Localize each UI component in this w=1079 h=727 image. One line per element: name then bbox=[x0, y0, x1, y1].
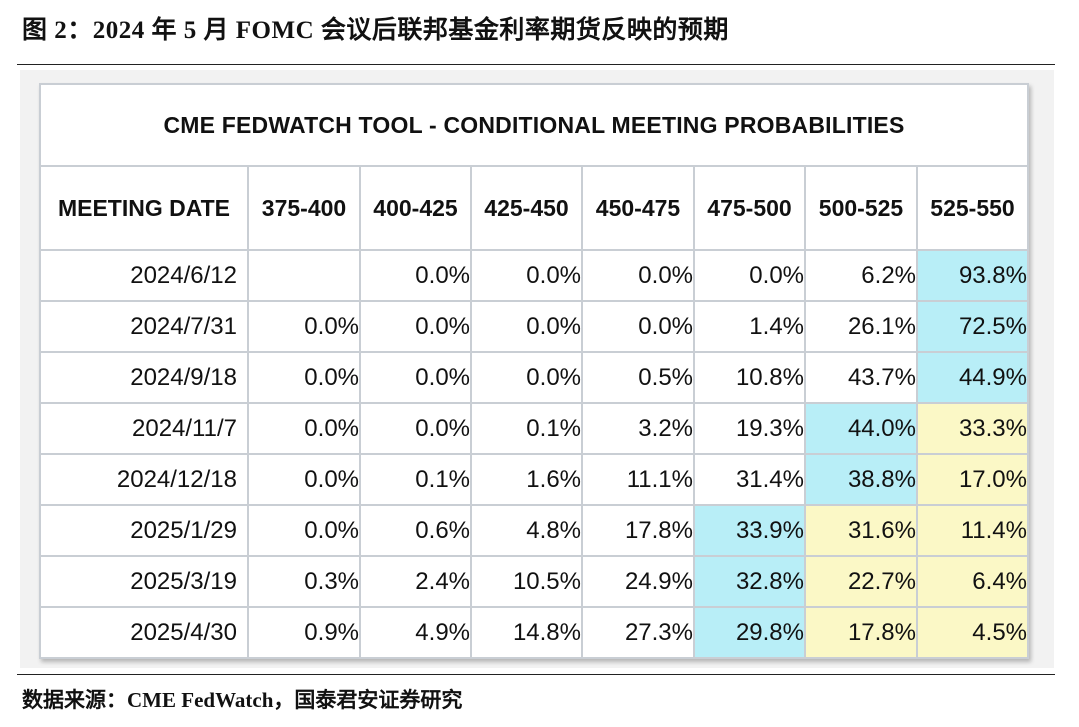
probability-cell: 31.4% bbox=[693, 453, 806, 506]
probability-cell: 0.0% bbox=[359, 402, 472, 455]
table-title-row: CME FEDWATCH TOOL - CONDITIONAL MEETING … bbox=[39, 83, 1029, 167]
probability-cell: 11.4% bbox=[916, 504, 1029, 557]
probability-cell: 27.3% bbox=[581, 606, 695, 659]
probability-cell: 0.0% bbox=[359, 351, 472, 404]
probability-cell: 2.4% bbox=[359, 555, 472, 608]
meeting-date-cell: 2024/9/18 bbox=[39, 351, 249, 404]
probability-cell: 93.8% bbox=[916, 249, 1029, 302]
probability-cell: 0.0% bbox=[247, 300, 361, 353]
header-meeting-date: MEETING DATE bbox=[39, 165, 249, 251]
probability-cell: 0.5% bbox=[581, 351, 695, 404]
table-title: CME FEDWATCH TOOL - CONDITIONAL MEETING … bbox=[39, 83, 1029, 167]
meeting-date-cell: 2024/11/7 bbox=[39, 402, 249, 455]
source-note: 数据来源：CME FedWatch，国泰君安证券研究 bbox=[22, 688, 463, 712]
probability-cell: 17.0% bbox=[916, 453, 1029, 506]
probability-cell: 19.3% bbox=[693, 402, 806, 455]
probability-cell: 3.2% bbox=[581, 402, 695, 455]
probability-cell: 0.0% bbox=[581, 300, 695, 353]
probability-cell: 22.7% bbox=[804, 555, 918, 608]
probability-cell: 4.8% bbox=[470, 504, 583, 557]
top-rule bbox=[17, 64, 1055, 65]
probability-cell: 0.0% bbox=[247, 504, 361, 557]
probability-cell: 11.1% bbox=[581, 453, 695, 506]
probability-cell: 10.5% bbox=[470, 555, 583, 608]
probability-cell: 0.0% bbox=[247, 453, 361, 506]
table-row: 2024/6/12 0.0% 0.0% 0.0% 0.0% 6.2% 93.8% bbox=[39, 249, 1029, 302]
table-row: 2024/7/31 0.0% 0.0% 0.0% 0.0% 1.4% 26.1% 72.5% bbox=[39, 300, 1029, 353]
probability-cell: 32.8% bbox=[693, 555, 806, 608]
probability-cell: 38.8% bbox=[804, 453, 918, 506]
meeting-date-cell: 2024/7/31 bbox=[39, 300, 249, 353]
table-row: 2024/11/7 0.0% 0.0% 0.1% 3.2% 19.3% 44.0% 33.3% bbox=[39, 402, 1029, 455]
table-row: 2024/12/18 0.0% 0.1% 1.6% 11.1% 31.4% 38.8% 17.… bbox=[39, 453, 1029, 506]
probability-cell bbox=[247, 249, 361, 302]
header-rate-range: 425-450 bbox=[470, 165, 583, 251]
probability-cell: 0.0% bbox=[247, 351, 361, 404]
probability-cell: 17.8% bbox=[581, 504, 695, 557]
header-row: MEETING DATE 375-400 400-425 425-450 450… bbox=[39, 165, 1029, 251]
probability-cell: 6.2% bbox=[804, 249, 918, 302]
probability-cell: 31.6% bbox=[804, 504, 918, 557]
probability-cell: 44.9% bbox=[916, 351, 1029, 404]
header-rate-range: 375-400 bbox=[247, 165, 361, 251]
meeting-date-cell: 2025/4/30 bbox=[39, 606, 249, 659]
probability-cell: 0.1% bbox=[470, 402, 583, 455]
header-rate-range: 400-425 bbox=[359, 165, 472, 251]
probability-cell: 0.0% bbox=[247, 402, 361, 455]
header-rate-range: 525-550 bbox=[916, 165, 1029, 251]
table-row: 2024/9/18 0.0% 0.0% 0.0% 0.5% 10.8% 43.7% 44.9% bbox=[39, 351, 1029, 404]
probability-table: CME FEDWATCH TOOL - CONDITIONAL MEETING … bbox=[39, 83, 1029, 659]
probability-cell: 1.6% bbox=[470, 453, 583, 506]
table-row: 2025/4/30 0.9% 4.9% 14.8% 27.3% 29.8% 17.8% 4.5… bbox=[39, 606, 1029, 659]
bottom-rule bbox=[17, 674, 1055, 675]
probability-cell: 0.3% bbox=[247, 555, 361, 608]
probability-cell: 0.0% bbox=[359, 300, 472, 353]
probability-cell: 14.8% bbox=[470, 606, 583, 659]
probability-cell: 33.3% bbox=[916, 402, 1029, 455]
probability-cell: 4.5% bbox=[916, 606, 1029, 659]
header-rate-range: 500-525 bbox=[804, 165, 918, 251]
table-row: 2025/1/29 0.0% 0.6% 4.8% 17.8% 33.9% 31.6% 11.4… bbox=[39, 504, 1029, 557]
probability-cell: 17.8% bbox=[804, 606, 918, 659]
probability-cell: 33.9% bbox=[693, 504, 806, 557]
probability-cell: 72.5% bbox=[916, 300, 1029, 353]
probability-cell: 0.0% bbox=[693, 249, 806, 302]
meeting-date-cell: 2025/1/29 bbox=[39, 504, 249, 557]
figure-title: 图 2：2024 年 5 月 FOMC 会议后联邦基金利率期货反映的预期 bbox=[22, 17, 729, 44]
probability-cell: 0.9% bbox=[247, 606, 361, 659]
probability-cell: 6.4% bbox=[916, 555, 1029, 608]
meeting-date-cell: 2025/3/19 bbox=[39, 555, 249, 608]
probability-cell: 0.0% bbox=[470, 300, 583, 353]
probability-cell: 29.8% bbox=[693, 606, 806, 659]
probability-cell: 1.4% bbox=[693, 300, 806, 353]
probability-cell: 4.9% bbox=[359, 606, 472, 659]
probability-cell: 26.1% bbox=[804, 300, 918, 353]
probability-cell: 10.8% bbox=[693, 351, 806, 404]
probability-cell: 24.9% bbox=[581, 555, 695, 608]
probability-cell: 0.0% bbox=[470, 351, 583, 404]
probability-cell: 0.0% bbox=[359, 249, 472, 302]
header-rate-range: 475-500 bbox=[693, 165, 806, 251]
probability-cell: 44.0% bbox=[804, 402, 918, 455]
meeting-date-cell: 2024/6/12 bbox=[39, 249, 249, 302]
probability-cell: 0.6% bbox=[359, 504, 472, 557]
meeting-date-cell: 2024/12/18 bbox=[39, 453, 249, 506]
probability-cell: 43.7% bbox=[804, 351, 918, 404]
probability-cell: 0.1% bbox=[359, 453, 472, 506]
header-rate-range: 450-475 bbox=[581, 165, 695, 251]
probability-cell: 0.0% bbox=[470, 249, 583, 302]
table-row: 2025/3/19 0.3% 2.4% 10.5% 24.9% 32.8% 22.7% 6.4… bbox=[39, 555, 1029, 608]
probability-cell: 0.0% bbox=[581, 249, 695, 302]
